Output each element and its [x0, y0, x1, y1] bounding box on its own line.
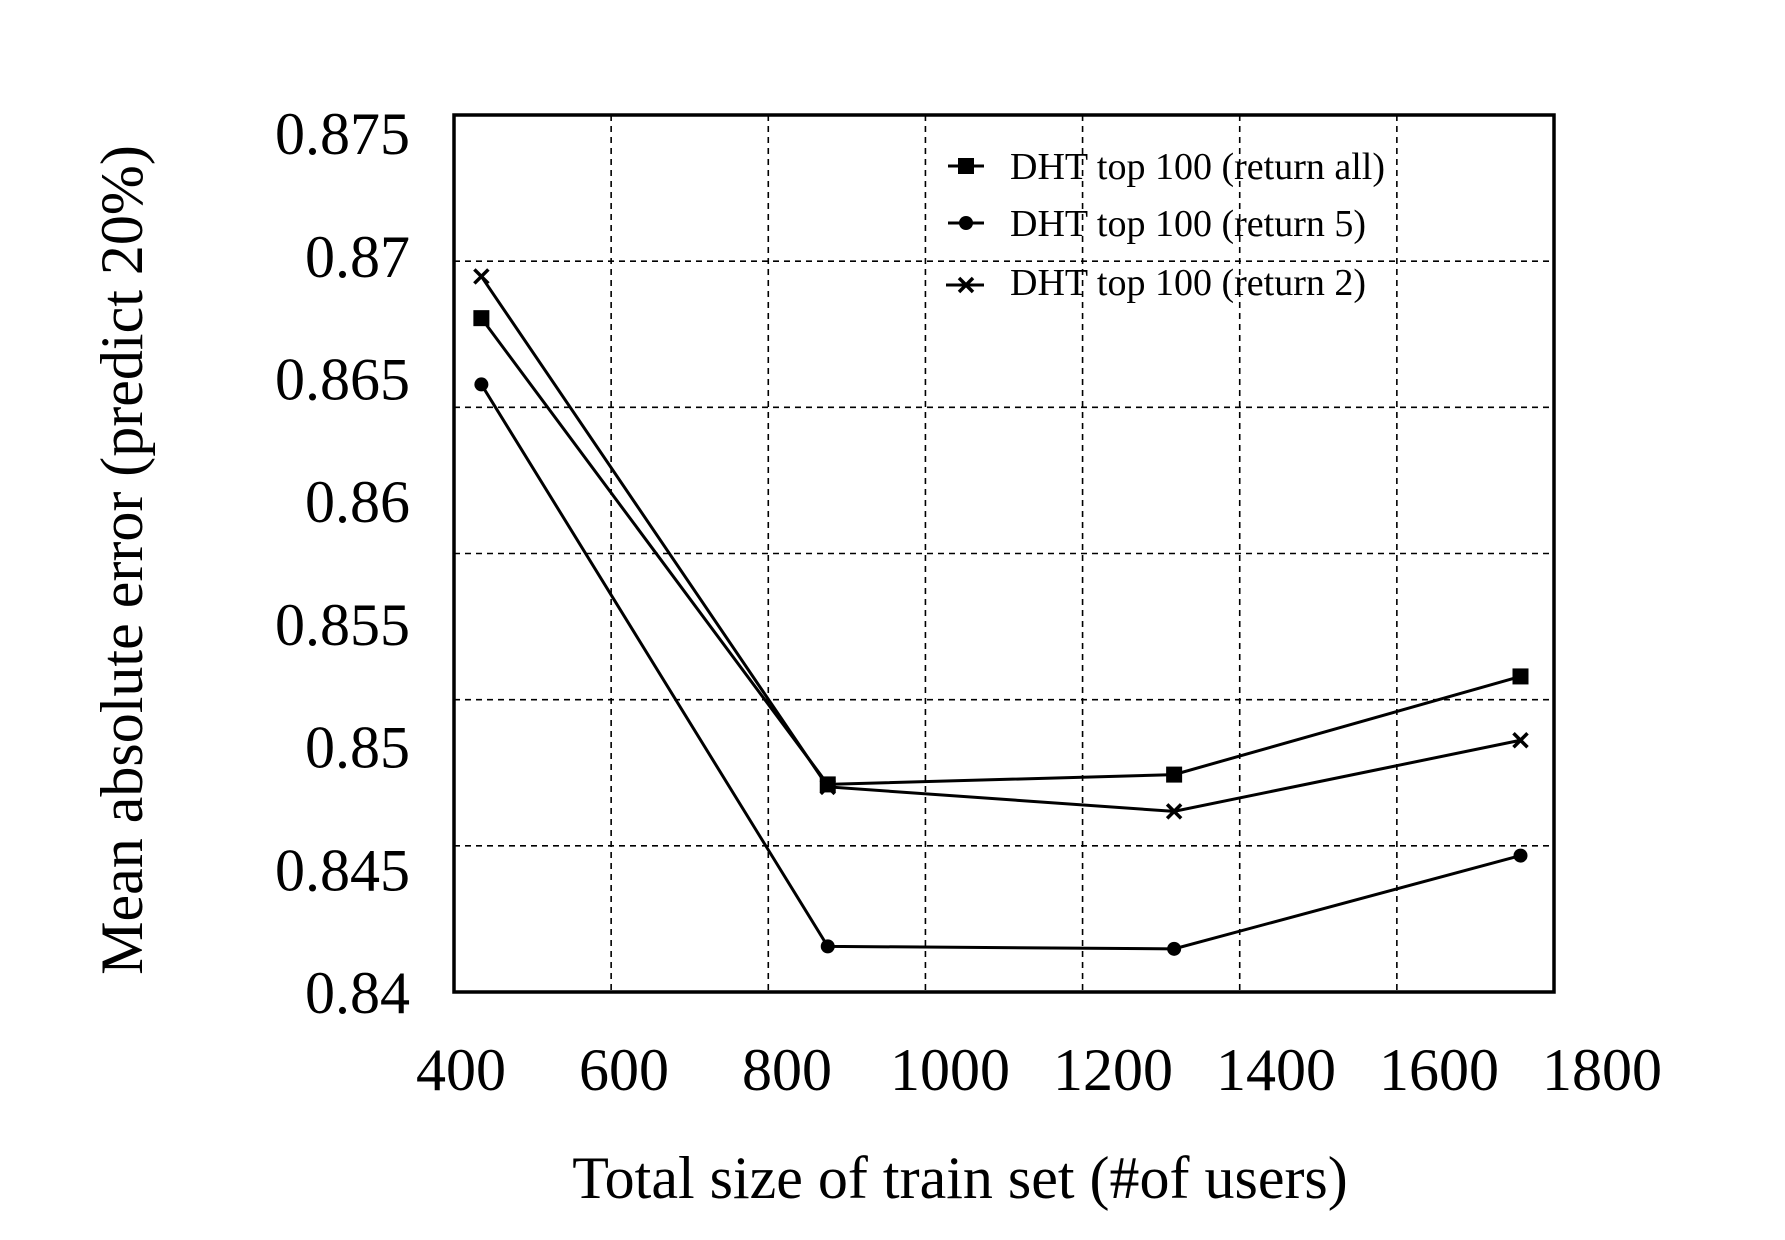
x-tick-labels: 400 600 800 1000 1200 1400 1600 1800 — [416, 1037, 1662, 1103]
data-point-x — [1512, 732, 1529, 749]
data-point-circle — [820, 939, 835, 954]
x-tick-label: 400 — [416, 1037, 506, 1103]
x-tick-label: 1600 — [1379, 1037, 1499, 1103]
data-point-circle — [1513, 848, 1528, 863]
legend-item-return-5: DHT top 100 (return 5) — [948, 203, 1366, 245]
series-layer — [473, 268, 1529, 956]
legend-item-return-all: DHT top 100 (return all) — [948, 146, 1385, 188]
y-tick-labels: 0.875 0.87 0.865 0.86 0.855 0.85 0.845 0.84 — [275, 101, 410, 1026]
data-point-square — [473, 310, 490, 327]
series-line — [480, 275, 1521, 813]
x-marker-icon — [957, 276, 975, 294]
data-point-circle — [1167, 941, 1182, 956]
x-tick-label: 1000 — [890, 1037, 1010, 1103]
data-point-x — [1165, 803, 1183, 820]
y-tick-label: 0.87 — [305, 224, 410, 290]
x-axis-title: Total size of train set (#of users) — [572, 1145, 1348, 1211]
y-tick-label: 0.865 — [275, 347, 410, 413]
data-point-square — [1512, 668, 1529, 685]
square-marker-icon — [958, 158, 974, 174]
series-square — [473, 310, 1529, 793]
series-line — [480, 383, 1521, 951]
y-tick-label: 0.845 — [275, 837, 410, 903]
circle-marker-icon — [959, 216, 973, 230]
x-tick-label: 600 — [579, 1037, 669, 1103]
x-tick-label: 1200 — [1053, 1037, 1173, 1103]
grid — [454, 114, 1554, 992]
legend-item-return-2: DHT top 100 (return 2) — [946, 262, 1366, 304]
data-point-x — [473, 268, 490, 285]
series-x — [473, 268, 1529, 820]
y-tick-label: 0.86 — [305, 469, 410, 535]
data-point-x — [819, 778, 836, 796]
data-point-square — [1166, 766, 1183, 783]
y-tick-label: 0.855 — [275, 592, 410, 658]
series-line — [480, 317, 1521, 786]
y-tick-label: 0.875 — [275, 101, 410, 167]
x-tick-label: 1800 — [1542, 1037, 1662, 1103]
series-circle — [474, 377, 1528, 956]
legend-label-return-2: DHT top 100 (return 2) — [1010, 262, 1366, 304]
y-axis-title: Mean absolute error (predict 20%) — [89, 145, 155, 975]
legend-label-return-5: DHT top 100 (return 5) — [1010, 203, 1366, 245]
data-point-circle — [474, 377, 489, 392]
legend-label-return-all: DHT top 100 (return all) — [1010, 146, 1385, 188]
legend: DHT top 100 (return all) DHT top 100 (re… — [946, 146, 1385, 304]
x-tick-label: 800 — [742, 1037, 832, 1103]
y-tick-label: 0.85 — [305, 715, 410, 781]
x-tick-label: 1400 — [1216, 1037, 1336, 1103]
plot-frame — [452, 113, 1556, 994]
y-tick-label: 0.84 — [305, 960, 410, 1026]
